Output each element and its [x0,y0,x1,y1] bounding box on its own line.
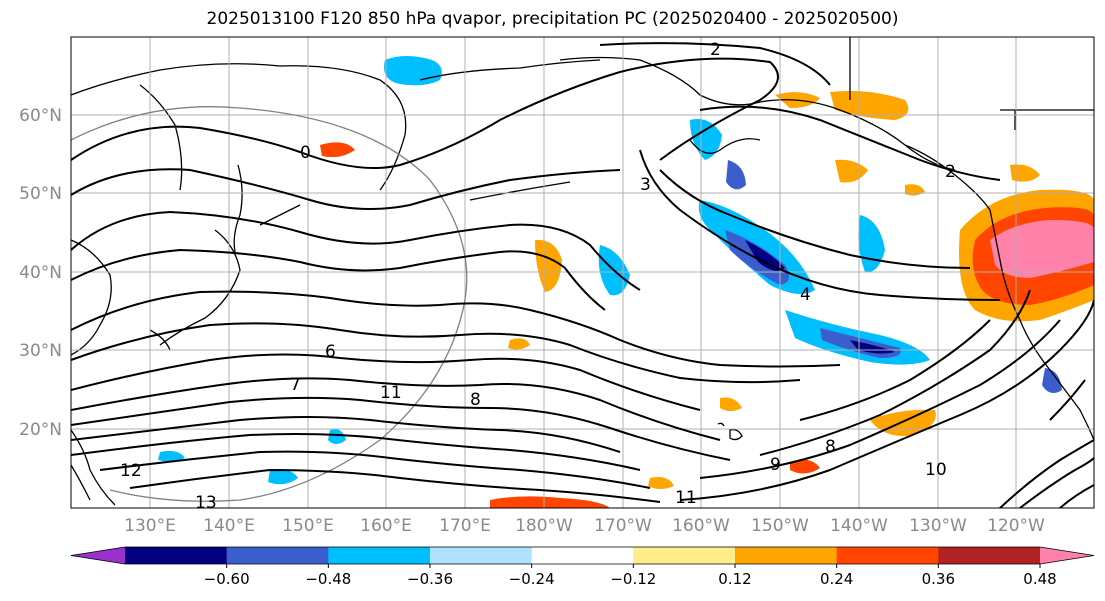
colorbar-label: −0.48 [305,570,351,588]
contour-labels: 0 2 2 3 4 6 7 8 8 9 10 11 11 12 13 [120,40,956,513]
contour-label: 11 [675,488,697,508]
contour-label: 7 [290,375,301,395]
lon-label: 160°W [672,516,730,536]
contour-label: 12 [120,461,142,481]
colorbar-segment [328,547,431,564]
longitude-labels: 130°E 140°E 150°E 160°E 170°E 180°W 170°… [124,516,1045,536]
map-frame [70,36,1095,509]
coastlines [71,37,1094,506]
colorbar-labels: −0.60 −0.48 −0.36 −0.24 −0.12 0.12 0.24 0.36 0.4… [204,564,1057,588]
lon-label: 140°E [203,516,255,536]
lon-label: 170°E [439,516,491,536]
contour-label: 8 [470,390,481,410]
colorbar-segment [938,547,1041,564]
lon-label: 150°E [282,516,334,536]
colorbar-segment [836,547,939,564]
contour-label: 2 [945,162,956,182]
contour-label: 0 [300,143,311,163]
contour-label: 9 [770,455,781,475]
colorbar-label: −0.24 [509,570,555,588]
contour-label: 6 [325,342,336,362]
contour-label: 3 [640,175,651,195]
colorbar-label: 0.48 [1023,570,1056,588]
lon-label: 150°W [751,516,809,536]
lat-label: 50°N [19,184,62,204]
contour-label: 4 [800,285,811,305]
contour-label: 8 [825,437,836,457]
lon-label: 140°W [830,516,888,536]
colorbar-extend-low [71,547,125,564]
colorbar-segment [125,547,228,564]
colorbar-segment [430,547,533,564]
qvapor-contours [71,42,1094,508]
colorbar-segment [735,547,838,564]
colorbar: −0.60 −0.48 −0.36 −0.24 −0.12 0.12 0.24 0.36 0.4… [70,546,1095,588]
contour-label: 13 [195,493,217,513]
lat-label: 30°N [19,341,62,361]
lat-label: 40°N [19,263,62,283]
lat-label: 60°N [19,106,62,126]
map-title: 2025013100 F120 850 hPa qvapor, precipit… [206,9,899,29]
range-circle [71,106,468,502]
lon-label: 180°W [515,516,573,536]
lon-label: 120°W [987,516,1045,536]
colorbar-label: 0.24 [820,570,853,588]
colorbar-segment [633,547,736,564]
colorbar-segment [531,547,634,564]
colorbar-label: 0.36 [922,570,955,588]
colorbar-label: −0.60 [204,570,250,588]
contour-label: 11 [380,383,402,403]
lon-label: 130°E [124,516,176,536]
graticule [71,37,1094,508]
colorbar-label: −0.36 [407,570,453,588]
colorbar-outline [70,546,1095,565]
lat-label: 20°N [19,420,62,440]
colorbar-extend-high [1040,547,1094,564]
contour-label: 2 [710,40,721,60]
lon-label: 130°W [909,516,967,536]
colorbar-label: −0.12 [610,570,656,588]
latitude-labels: 60°N 50°N 40°N 30°N 20°N [19,106,62,440]
colorbar-segment [226,547,329,564]
lon-label: 170°W [594,516,652,536]
colorbar-segments [70,546,1095,565]
lon-label: 160°E [360,516,412,536]
colorbar-label: 0.12 [718,570,751,588]
contour-label: 10 [925,460,947,480]
